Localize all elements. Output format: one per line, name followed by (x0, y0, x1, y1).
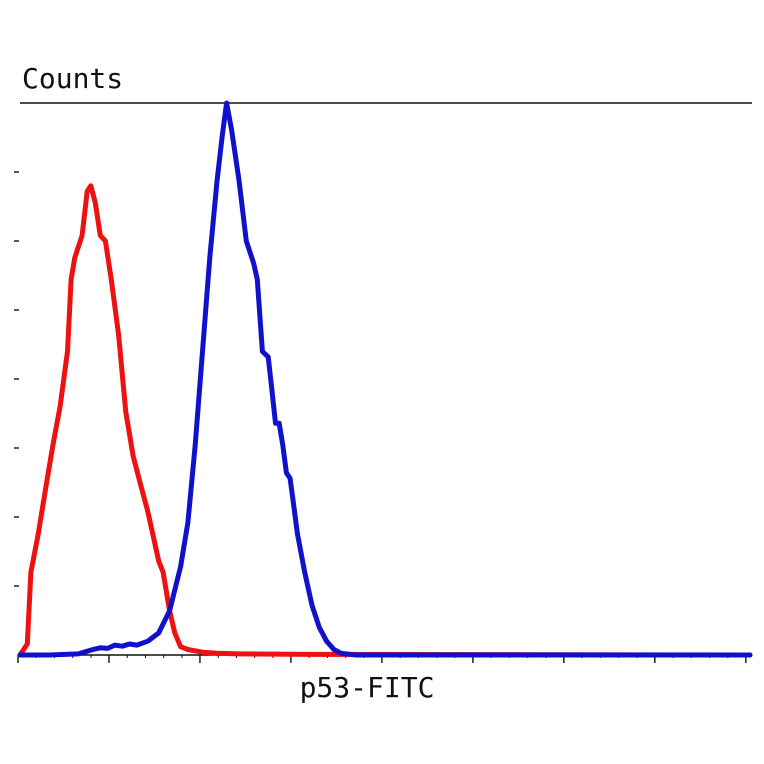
x-axis-label: p53-FITC (300, 671, 435, 704)
y-axis-ticks (14, 171, 19, 587)
series-line-2 (17, 100, 753, 658)
series-layer (17, 100, 753, 658)
y-axis-label: Counts (22, 62, 123, 95)
series-line-1 (17, 183, 753, 658)
